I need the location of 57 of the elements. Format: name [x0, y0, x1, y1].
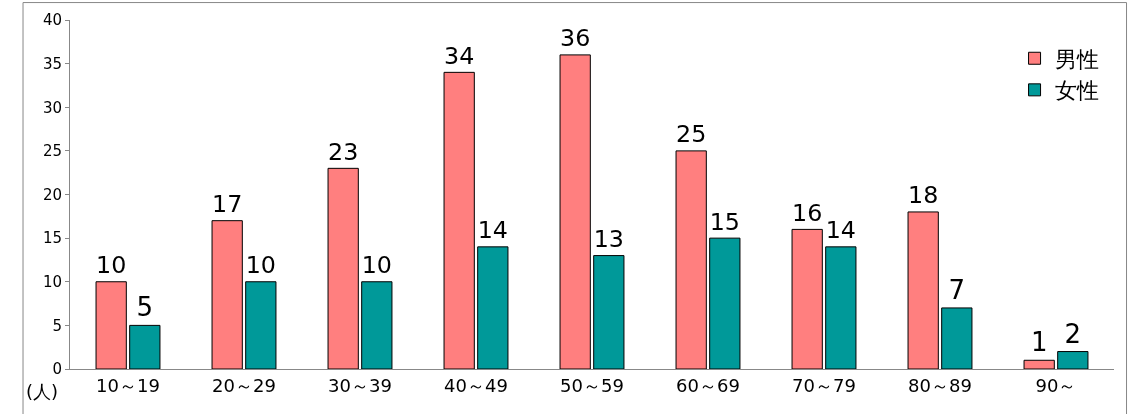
- bar: [211, 220, 243, 369]
- x-tick-label: 70～79: [792, 374, 856, 396]
- data-label: 13: [593, 225, 624, 254]
- x-tick-label: 80～89: [908, 374, 972, 396]
- bar: [1057, 351, 1089, 369]
- bar: [559, 54, 591, 369]
- data-label: 16: [792, 198, 823, 227]
- x-tick-label: 30～39: [328, 374, 392, 396]
- x-tick-label: 10～19: [96, 374, 160, 396]
- bar: [443, 71, 475, 369]
- y-tick-label: 40: [42, 11, 62, 30]
- bar: [791, 228, 823, 369]
- x-tick-label: 50～59: [560, 374, 624, 396]
- data-label: 25: [676, 120, 707, 149]
- data-label: 2: [1064, 318, 1082, 349]
- bar: [941, 307, 973, 369]
- bar: [327, 167, 359, 369]
- data-label: 17: [212, 190, 243, 219]
- data-label: 14: [477, 216, 508, 245]
- x-tick-label: 40～49: [444, 374, 508, 396]
- x-tick-label: 60～69: [676, 374, 740, 396]
- x-tick-label: 20～29: [212, 374, 276, 396]
- y-axis-title: (人): [26, 381, 59, 402]
- bar: [593, 255, 625, 369]
- y-tick-label: 5: [52, 316, 62, 335]
- bar: [825, 246, 857, 369]
- data-label: 10: [245, 251, 276, 280]
- data-label: 1: [1030, 327, 1048, 358]
- x-tick-label: 90～: [1035, 374, 1077, 396]
- data-label: 18: [908, 181, 939, 210]
- legend-label: 男性: [1054, 46, 1099, 72]
- data-label: 15: [709, 207, 740, 236]
- legend-label: 女性: [1054, 78, 1099, 104]
- data-label: 10: [361, 251, 392, 280]
- bar: [245, 281, 277, 369]
- data-label: 23: [328, 137, 359, 166]
- bar: [95, 281, 127, 369]
- data-label: 5: [136, 292, 154, 323]
- y-tick-label: 0: [52, 360, 62, 379]
- y-tick-label: 20: [42, 185, 62, 204]
- bar: [361, 281, 393, 369]
- y-tick-label: 30: [42, 98, 62, 117]
- bar: [907, 211, 939, 369]
- bar: [129, 324, 161, 369]
- data-label: 34: [444, 41, 475, 70]
- data-label: 7: [948, 274, 966, 305]
- y-tick-label: 35: [42, 54, 62, 73]
- bar: [477, 246, 509, 369]
- y-tick-label: 15: [42, 229, 62, 248]
- bar: [675, 150, 707, 369]
- y-tick-label: 25: [42, 142, 62, 161]
- bar: [709, 237, 741, 369]
- data-label: 14: [825, 216, 856, 245]
- data-label: 10: [96, 251, 127, 280]
- data-label: 36: [560, 24, 591, 53]
- y-tick-label: 10: [42, 273, 62, 291]
- bar: [1023, 359, 1055, 369]
